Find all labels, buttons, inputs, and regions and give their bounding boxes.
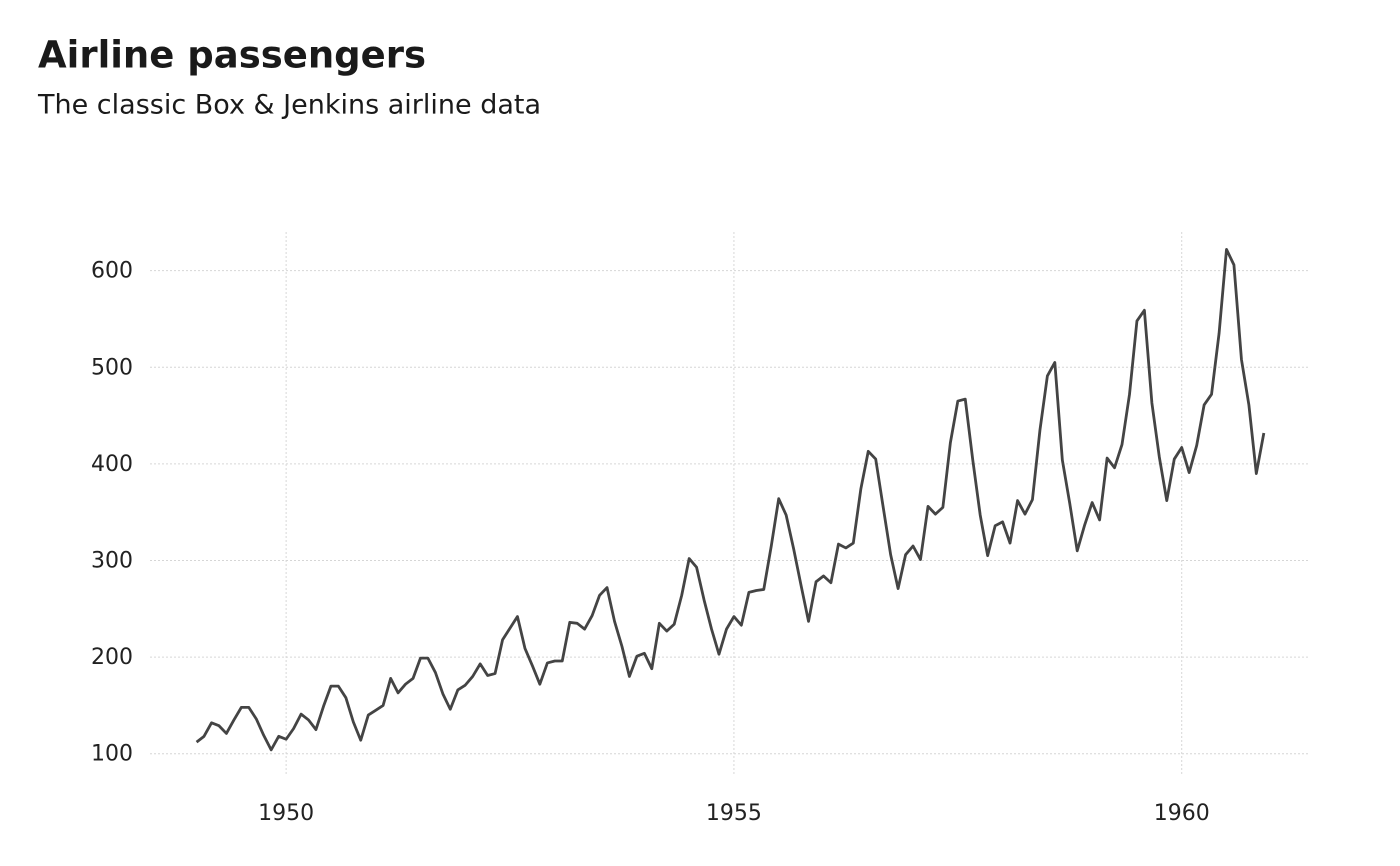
y-tick-label: 100 xyxy=(91,742,133,767)
x-tick-label: 1950 xyxy=(258,801,314,826)
y-tick-label: 500 xyxy=(91,355,133,380)
chart-title: Airline passengers xyxy=(38,34,426,77)
y-tick-label: 600 xyxy=(91,259,133,284)
x-tick-label: 1955 xyxy=(706,801,762,826)
y-tick-label: 300 xyxy=(91,549,133,574)
y-tick-label: 200 xyxy=(91,645,133,670)
line xyxy=(195,247,1266,752)
x-tick-label: 1960 xyxy=(1154,801,1210,826)
chart-subtitle: The classic Box & Jenkins airline data xyxy=(37,90,541,121)
y-tick-label: 400 xyxy=(91,452,133,477)
